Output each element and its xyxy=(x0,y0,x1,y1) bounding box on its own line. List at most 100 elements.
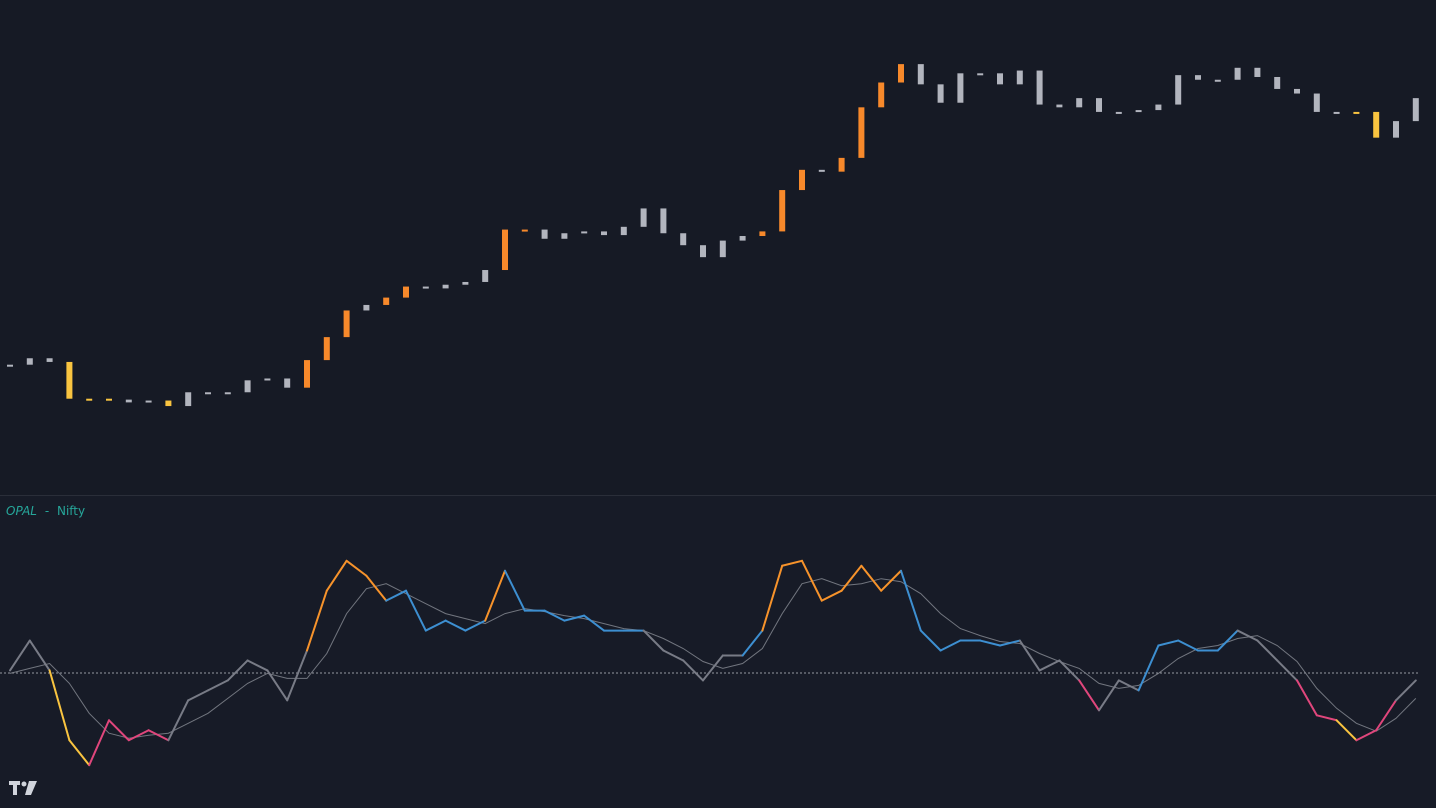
oscillator-segment xyxy=(1355,729,1378,742)
oscillator-segment xyxy=(682,659,704,682)
candle xyxy=(224,392,231,395)
candle xyxy=(442,284,449,289)
oscillator-segment xyxy=(68,739,91,767)
candle xyxy=(878,82,885,108)
candle xyxy=(561,233,568,239)
candle xyxy=(1115,111,1122,114)
candle xyxy=(858,107,865,158)
candle xyxy=(403,286,409,298)
candle xyxy=(66,361,73,399)
candle xyxy=(799,169,805,191)
candle xyxy=(620,226,627,236)
oscillator-segment xyxy=(1395,679,1417,702)
candle xyxy=(521,229,528,232)
oscillator-segment xyxy=(1315,714,1338,722)
candle xyxy=(1036,70,1043,105)
candle xyxy=(125,399,132,403)
candle xyxy=(1016,70,1023,85)
indicator-name: OPAL xyxy=(6,504,37,518)
oscillator-segment xyxy=(325,559,348,592)
price-pane xyxy=(7,64,1419,407)
candle xyxy=(1412,98,1419,122)
oscillator-segment xyxy=(405,589,427,632)
oscillator-segment xyxy=(563,614,586,622)
oscillator-segment xyxy=(741,629,764,657)
candle xyxy=(363,304,370,311)
oscillator-segment xyxy=(48,669,71,742)
candle xyxy=(759,231,766,237)
candle xyxy=(719,240,726,258)
logo-part xyxy=(21,781,27,787)
candle xyxy=(700,245,706,258)
oscillator-segment xyxy=(1038,659,1061,672)
candle xyxy=(284,378,291,388)
candle xyxy=(640,208,647,227)
oscillator-segment xyxy=(1335,719,1358,742)
oscillator-segment xyxy=(1216,629,1239,652)
oscillator-segment xyxy=(860,564,883,592)
candle xyxy=(1234,67,1241,80)
candle xyxy=(26,358,33,365)
oscillator-segment xyxy=(226,659,249,682)
candle xyxy=(1294,88,1300,94)
oscillator-segment xyxy=(167,699,190,742)
candle xyxy=(106,398,112,401)
candle xyxy=(997,73,1003,85)
candle xyxy=(323,337,330,361)
oscillator-segment xyxy=(1058,659,1081,682)
oscillator-segment xyxy=(1256,639,1279,662)
candle xyxy=(957,73,964,103)
candle xyxy=(660,208,667,234)
candle xyxy=(1076,98,1083,108)
oscillator-segment xyxy=(1296,679,1318,717)
candle xyxy=(1155,104,1162,111)
logo-part xyxy=(13,781,17,795)
candle xyxy=(818,169,825,172)
oscillator-segment xyxy=(801,559,823,602)
candle xyxy=(541,229,548,239)
oscillator-segment xyxy=(1117,679,1140,692)
candle xyxy=(739,236,746,241)
oscillator-segment xyxy=(28,639,51,672)
oscillator-segment xyxy=(207,679,229,692)
candle xyxy=(482,270,489,282)
candle xyxy=(304,360,310,388)
oscillator-segment xyxy=(187,689,209,702)
candle xyxy=(1254,67,1261,77)
oscillator-segment xyxy=(979,639,1001,647)
candle xyxy=(502,229,508,271)
oscillator-segment xyxy=(444,619,467,632)
oscillator-segment xyxy=(365,574,388,602)
indicator-separator: - xyxy=(45,504,49,518)
oscillator-segment xyxy=(1375,699,1397,732)
oscillator-segment xyxy=(999,639,1021,647)
oscillator-segment xyxy=(900,569,922,632)
oscillator-segment xyxy=(9,639,31,672)
candle xyxy=(1096,98,1102,112)
oscillator-segment xyxy=(543,609,566,622)
oscillator-segment xyxy=(1078,679,1100,712)
oscillator-segment xyxy=(662,649,685,662)
oscillator-segment xyxy=(306,589,328,652)
candle xyxy=(977,73,984,76)
candle xyxy=(1214,79,1221,82)
oscillator-segment xyxy=(1098,679,1120,712)
candle xyxy=(838,157,845,172)
candle xyxy=(7,364,13,367)
candle xyxy=(383,297,390,305)
candle xyxy=(462,281,469,285)
oscillator-segment xyxy=(820,589,843,602)
candle xyxy=(1056,104,1063,108)
oscillator-segment xyxy=(939,639,962,652)
oscillator-segment xyxy=(1018,639,1041,672)
indicator-symbol: Nifty xyxy=(57,504,85,518)
oscillator-segment xyxy=(127,729,150,742)
oscillator-segment xyxy=(880,569,902,592)
candle xyxy=(1175,75,1182,105)
indicator-pane xyxy=(0,496,1436,808)
candle xyxy=(680,233,687,246)
candle xyxy=(1393,121,1399,138)
signal-line xyxy=(9,578,1417,739)
candle xyxy=(1313,93,1320,112)
